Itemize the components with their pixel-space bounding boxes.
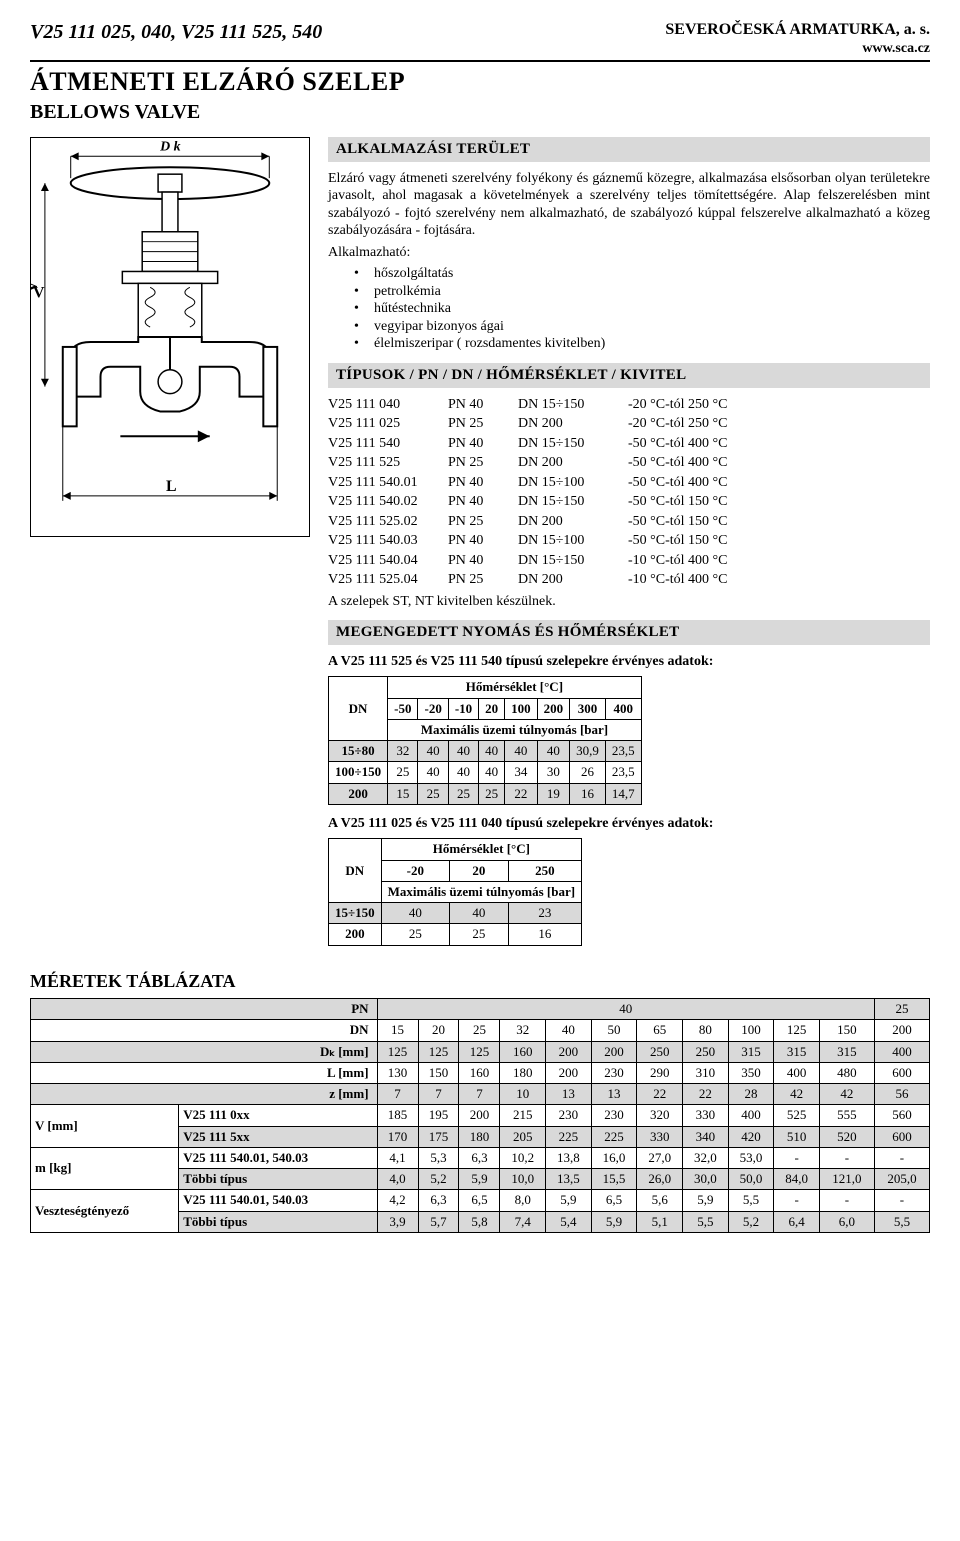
types-cell: V25 111 525.04 bbox=[328, 571, 438, 589]
types-cell: PN 40 bbox=[448, 435, 508, 453]
pressure-table-1: DNHőmérséklet [°C]-50-20-102010020030040… bbox=[328, 676, 642, 805]
types-cell: DN 15÷100 bbox=[518, 532, 618, 550]
bullet-item: élelmiszeripar ( rozsdamentes kivitelben… bbox=[346, 335, 930, 353]
types-cell: -50 °C-tól 150 °C bbox=[628, 532, 930, 550]
types-cell: DN 200 bbox=[518, 454, 618, 472]
top-rule bbox=[30, 60, 930, 62]
app-area-para: Elzáró vagy átmeneti szerelvény folyékon… bbox=[328, 170, 930, 240]
types-cell: V25 111 525 bbox=[328, 454, 438, 472]
types-cell: -50 °C-tól 150 °C bbox=[628, 493, 930, 511]
types-cell: DN 15÷100 bbox=[518, 474, 618, 492]
types-cell: -10 °C-tól 400 °C bbox=[628, 552, 930, 570]
types-cell: DN 15÷150 bbox=[518, 493, 618, 511]
pressure-heading: MEGENGEDETT NYOMÁS ÉS HŐMÉRSÉKLET bbox=[328, 620, 930, 645]
pressure-table-2: DNHőmérséklet [°C]-2020250Maximális üzem… bbox=[328, 838, 582, 945]
types-cell: PN 40 bbox=[448, 474, 508, 492]
l-label: L bbox=[166, 478, 177, 495]
company-name: SEVEROČESKÁ ARMATURKA, a. s. bbox=[665, 20, 930, 40]
types-cell: DN 15÷150 bbox=[518, 435, 618, 453]
types-cell: V25 111 540.04 bbox=[328, 552, 438, 570]
pressure-sub1: A V25 111 525 és V25 111 540 típusú szel… bbox=[328, 653, 930, 671]
types-cell: PN 25 bbox=[448, 415, 508, 433]
types-cell: PN 40 bbox=[448, 493, 508, 511]
types-cell: DN 15÷150 bbox=[518, 552, 618, 570]
types-cell: V25 111 040 bbox=[328, 396, 438, 414]
types-cell: V25 111 540 bbox=[328, 435, 438, 453]
valve-diagram: D k bbox=[30, 137, 310, 537]
types-cell: PN 40 bbox=[448, 552, 508, 570]
bullet-item: hőszolgáltatás bbox=[346, 265, 930, 283]
types-grid: V25 111 040 PN 40 DN 15÷150 -20 °C-tól 250 … bbox=[328, 396, 930, 589]
types-cell: DN 200 bbox=[518, 571, 618, 589]
types-cell: DN 200 bbox=[518, 415, 618, 433]
model-code: V25 111 025, 040, V25 111 525, 540 bbox=[30, 20, 322, 45]
bullet-item: hűtéstechnika bbox=[346, 300, 930, 318]
app-area-heading: ALKALMAZÁSI TERÜLET bbox=[328, 137, 930, 162]
types-note: A szelepek ST, NT kivitelben készülnek. bbox=[328, 593, 930, 611]
types-cell: -20 °C-tól 250 °C bbox=[628, 396, 930, 414]
types-cell: -10 °C-tól 400 °C bbox=[628, 571, 930, 589]
dims-table: PN4025DN1520253240506580100125150200Dₖ [… bbox=[30, 998, 930, 1233]
types-cell: -50 °C-tól 400 °C bbox=[628, 435, 930, 453]
types-cell: PN 25 bbox=[448, 454, 508, 472]
title-hu: ÁTMENETI ELZÁRÓ SZELEP bbox=[30, 66, 930, 99]
pressure-sub2: A V25 111 025 és V25 111 040 típusú szel… bbox=[328, 815, 930, 833]
types-cell: V25 111 025 bbox=[328, 415, 438, 433]
app-area-list-intro: Alkalmazható: bbox=[328, 244, 930, 262]
types-cell: -50 °C-tól 400 °C bbox=[628, 474, 930, 492]
types-cell: V25 111 540.03 bbox=[328, 532, 438, 550]
company-url: www.sca.cz bbox=[665, 40, 930, 58]
types-cell: PN 25 bbox=[448, 571, 508, 589]
types-cell: -50 °C-tól 150 °C bbox=[628, 513, 930, 531]
title-en: BELLOWS VALVE bbox=[30, 100, 930, 125]
types-cell: V25 111 540.01 bbox=[328, 474, 438, 492]
types-cell: DN 15÷150 bbox=[518, 396, 618, 414]
types-cell: V25 111 525.02 bbox=[328, 513, 438, 531]
dims-heading: MÉRETEK TÁBLÁZATA bbox=[30, 970, 930, 993]
dk-label: D k bbox=[159, 139, 181, 154]
types-cell: -20 °C-tól 250 °C bbox=[628, 415, 930, 433]
types-heading: TÍPUSOK / PN / DN / HŐMÉRSÉKLET / KIVITE… bbox=[328, 363, 930, 388]
types-cell: DN 200 bbox=[518, 513, 618, 531]
types-cell: PN 40 bbox=[448, 532, 508, 550]
bullet-item: petrolkémia bbox=[346, 283, 930, 301]
v-label: V bbox=[33, 284, 45, 301]
app-area-bullets: hőszolgáltatáspetrolkémiahűtéstechnikave… bbox=[346, 265, 930, 353]
types-cell: PN 40 bbox=[448, 396, 508, 414]
types-cell: PN 25 bbox=[448, 513, 508, 531]
types-cell: -50 °C-tól 400 °C bbox=[628, 454, 930, 472]
types-cell: V25 111 540.02 bbox=[328, 493, 438, 511]
bullet-item: vegyipar bizonyos ágai bbox=[346, 318, 930, 336]
